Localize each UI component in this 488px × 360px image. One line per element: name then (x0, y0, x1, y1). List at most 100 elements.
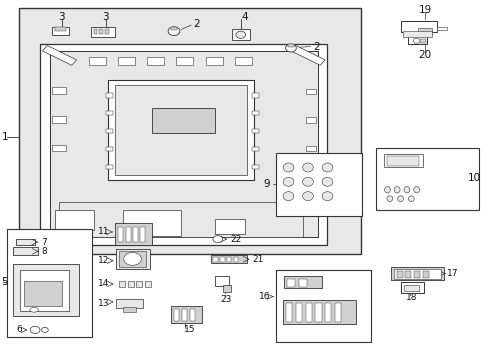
Bar (176, 57, 193, 65)
Bar (174, 309, 179, 321)
Bar (205, 57, 222, 65)
Bar (436, 27, 446, 30)
Circle shape (41, 327, 48, 332)
Text: 22: 22 (229, 235, 241, 244)
Text: 9: 9 (264, 179, 270, 189)
Bar (285, 303, 292, 322)
Bar (233, 257, 238, 262)
Bar (282, 300, 355, 324)
Bar (305, 146, 316, 151)
Bar (13, 247, 38, 255)
Ellipse shape (397, 196, 403, 202)
Text: 12: 12 (98, 256, 109, 265)
Ellipse shape (322, 163, 332, 172)
Ellipse shape (393, 186, 399, 193)
Text: 2: 2 (193, 19, 200, 29)
Bar (251, 111, 259, 116)
Bar (99, 29, 103, 35)
Ellipse shape (386, 196, 392, 202)
Bar (276, 153, 361, 216)
Text: 16: 16 (259, 292, 270, 301)
Bar (251, 129, 259, 134)
Bar (305, 89, 316, 94)
Text: 21: 21 (251, 255, 263, 264)
Bar (299, 279, 306, 287)
Bar (393, 269, 440, 279)
Ellipse shape (302, 163, 313, 172)
Bar (60, 202, 303, 237)
Ellipse shape (403, 186, 409, 193)
Bar (93, 29, 97, 35)
Polygon shape (290, 45, 325, 65)
Bar (405, 271, 410, 278)
Bar (215, 220, 244, 234)
Bar (400, 282, 423, 293)
Bar (52, 145, 66, 151)
Bar (315, 303, 321, 322)
Bar (419, 40, 425, 43)
Bar (396, 271, 402, 278)
Bar (118, 57, 135, 65)
Bar (189, 309, 195, 321)
Bar (305, 303, 311, 322)
Circle shape (213, 235, 222, 243)
Ellipse shape (283, 163, 293, 172)
Bar (133, 226, 138, 242)
Bar (105, 165, 113, 169)
Bar (400, 21, 436, 32)
Text: 3: 3 (102, 12, 109, 22)
Bar (122, 307, 136, 312)
Bar (52, 87, 66, 94)
Bar (16, 239, 35, 245)
Bar (375, 148, 478, 211)
Bar (88, 57, 105, 65)
Bar (334, 303, 341, 322)
Ellipse shape (283, 192, 293, 201)
Text: 19: 19 (417, 5, 431, 15)
Bar (122, 211, 181, 235)
Bar (136, 281, 142, 287)
Ellipse shape (30, 307, 39, 312)
Bar (119, 251, 146, 267)
Ellipse shape (283, 177, 293, 186)
Bar (152, 108, 215, 134)
Ellipse shape (413, 186, 419, 193)
Circle shape (235, 31, 245, 39)
Polygon shape (42, 45, 76, 65)
Bar (7, 229, 92, 337)
Bar (145, 281, 151, 287)
Text: 18: 18 (405, 293, 416, 302)
Bar (147, 57, 164, 65)
Bar (390, 267, 444, 280)
Bar (305, 117, 316, 123)
Bar (13, 264, 79, 316)
Bar (325, 303, 331, 322)
Text: 6: 6 (17, 325, 22, 334)
Bar (127, 281, 133, 287)
Bar (20, 8, 360, 253)
Bar (170, 27, 177, 30)
Ellipse shape (322, 177, 332, 186)
Bar (125, 226, 130, 242)
Bar (115, 85, 246, 175)
Bar (276, 270, 370, 342)
Text: 8: 8 (41, 247, 46, 256)
Bar (286, 279, 294, 287)
Bar (220, 257, 224, 262)
Ellipse shape (407, 196, 413, 202)
Text: 3: 3 (59, 12, 65, 22)
Polygon shape (40, 44, 327, 244)
Bar (105, 29, 109, 35)
Bar (215, 276, 228, 286)
Bar (402, 31, 431, 37)
Bar (105, 129, 113, 134)
Bar (383, 154, 422, 167)
Bar (251, 147, 259, 151)
Text: 14: 14 (98, 279, 109, 288)
Bar (210, 255, 246, 263)
Bar (417, 28, 431, 34)
Text: 4: 4 (241, 12, 247, 22)
Circle shape (285, 44, 296, 52)
Circle shape (412, 39, 419, 43)
Circle shape (30, 326, 40, 333)
